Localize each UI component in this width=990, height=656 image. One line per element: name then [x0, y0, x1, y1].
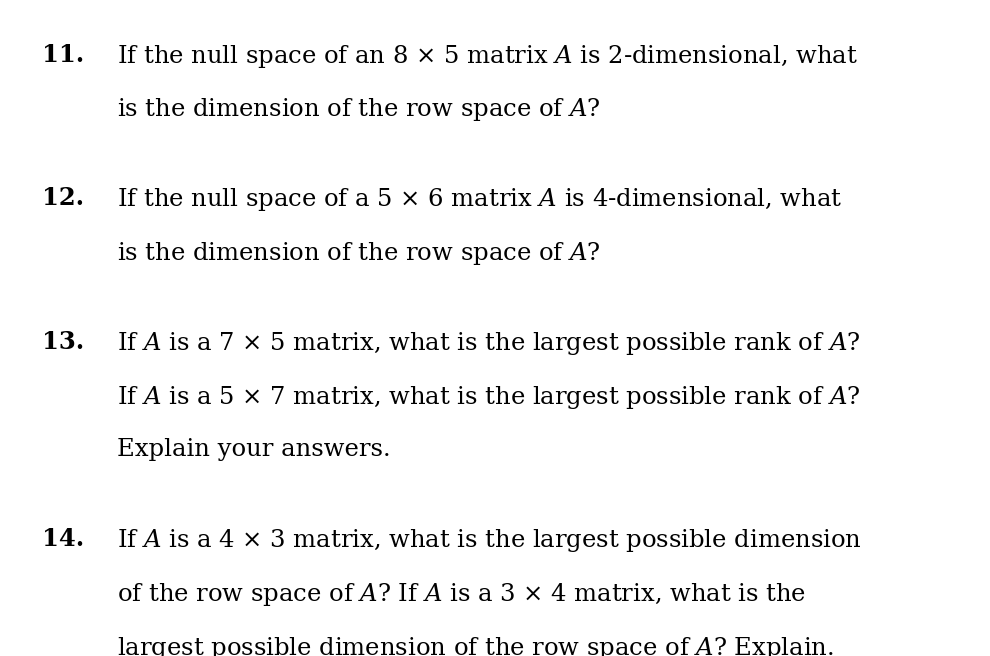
- Text: If the null space of a 5 × 6 matrix $A$ is 4-dimensional, what: If the null space of a 5 × 6 matrix $A$ …: [117, 186, 842, 213]
- Text: 11.: 11.: [42, 43, 84, 67]
- Text: If $A$ is a 7 × 5 matrix, what is the largest possible rank of $A$?: If $A$ is a 7 × 5 matrix, what is the la…: [117, 330, 860, 357]
- Text: Explain your answers.: Explain your answers.: [117, 438, 390, 461]
- Text: 14.: 14.: [42, 527, 84, 552]
- Text: is the dimension of the row space of $A$?: is the dimension of the row space of $A$…: [117, 240, 601, 267]
- Text: largest possible dimension of the row space of $A$? Explain.: largest possible dimension of the row sp…: [117, 635, 834, 656]
- Text: 13.: 13.: [42, 330, 84, 354]
- Text: is the dimension of the row space of $A$?: is the dimension of the row space of $A$…: [117, 96, 601, 123]
- Text: If $A$ is a 4 × 3 matrix, what is the largest possible dimension: If $A$ is a 4 × 3 matrix, what is the la…: [117, 527, 861, 554]
- Text: If the null space of an 8 × 5 matrix $A$ is 2-dimensional, what: If the null space of an 8 × 5 matrix $A$…: [117, 43, 857, 70]
- Text: If $A$ is a 5 × 7 matrix, what is the largest possible rank of $A$?: If $A$ is a 5 × 7 matrix, what is the la…: [117, 384, 860, 411]
- Text: of the row space of $A$? If $A$ is a 3 × 4 matrix, what is the: of the row space of $A$? If $A$ is a 3 ×…: [117, 581, 806, 608]
- Text: 12.: 12.: [42, 186, 84, 211]
